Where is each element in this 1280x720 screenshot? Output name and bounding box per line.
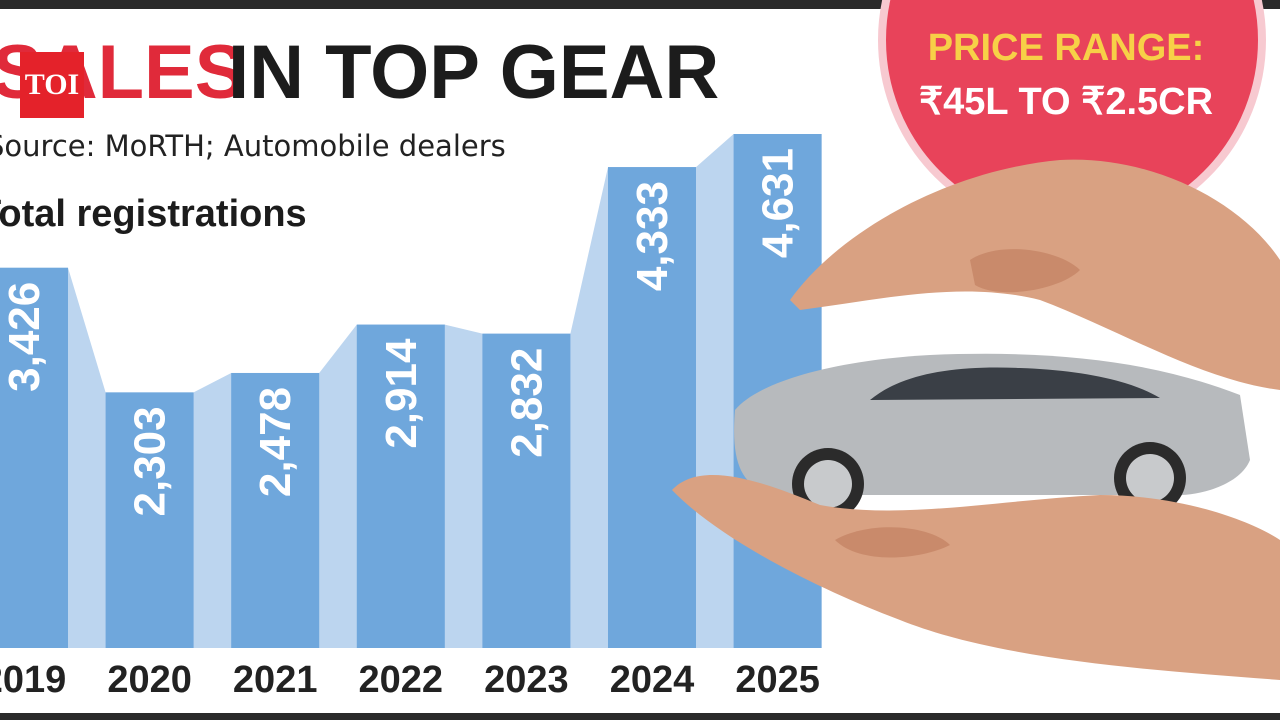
bar — [482, 333, 571, 648]
value-label: 2,478 — [251, 387, 300, 497]
value-label: 4,333 — [628, 181, 677, 291]
plot: 3,426 2019 2,303 2020 2,478 2021 2,914 2022 2,83… — [0, 134, 822, 701]
x-tick-label: 2020 — [107, 659, 192, 701]
bar — [608, 167, 696, 648]
badge-text: ₹45L TO ₹2.5CR — [919, 81, 1213, 123]
value-label: 2,303 — [126, 406, 175, 516]
value-label: 3,426 — [0, 282, 49, 392]
thumb — [970, 249, 1080, 293]
bar — [231, 372, 320, 648]
x-tick-label: 2022 — [359, 659, 444, 701]
bottom-border — [0, 713, 1280, 720]
chart-title: IN TOP GEAR — [228, 30, 719, 115]
lower-hand — [672, 474, 1280, 680]
bar — [0, 267, 68, 648]
car-windows — [870, 367, 1160, 400]
top-border — [0, 0, 1280, 9]
source: Source: MoRTH; Automobile dealers — [0, 129, 506, 163]
x-tick-label: 2021 — [233, 659, 318, 701]
bar — [105, 392, 194, 648]
value-label: 4,631 — [754, 148, 803, 258]
x-tick-label: 2024 — [610, 659, 695, 701]
rim — [1126, 454, 1174, 502]
lower-thumb — [835, 527, 950, 558]
bar — [356, 324, 445, 648]
badge-heading: PRICE RANGE: — [928, 27, 1205, 69]
logo: TOI — [25, 68, 79, 101]
rim — [804, 460, 852, 508]
subtitle: Total registrations — [0, 193, 307, 235]
value-label: 2,914 — [377, 338, 426, 449]
x-tick-label: 2023 — [484, 659, 569, 701]
logo-box — [20, 52, 84, 118]
illustration — [672, 159, 1280, 680]
value-label: 2,832 — [502, 348, 551, 458]
x-tick-label: 2019 — [0, 659, 66, 701]
x-tick-label: 2025 — [735, 659, 820, 701]
